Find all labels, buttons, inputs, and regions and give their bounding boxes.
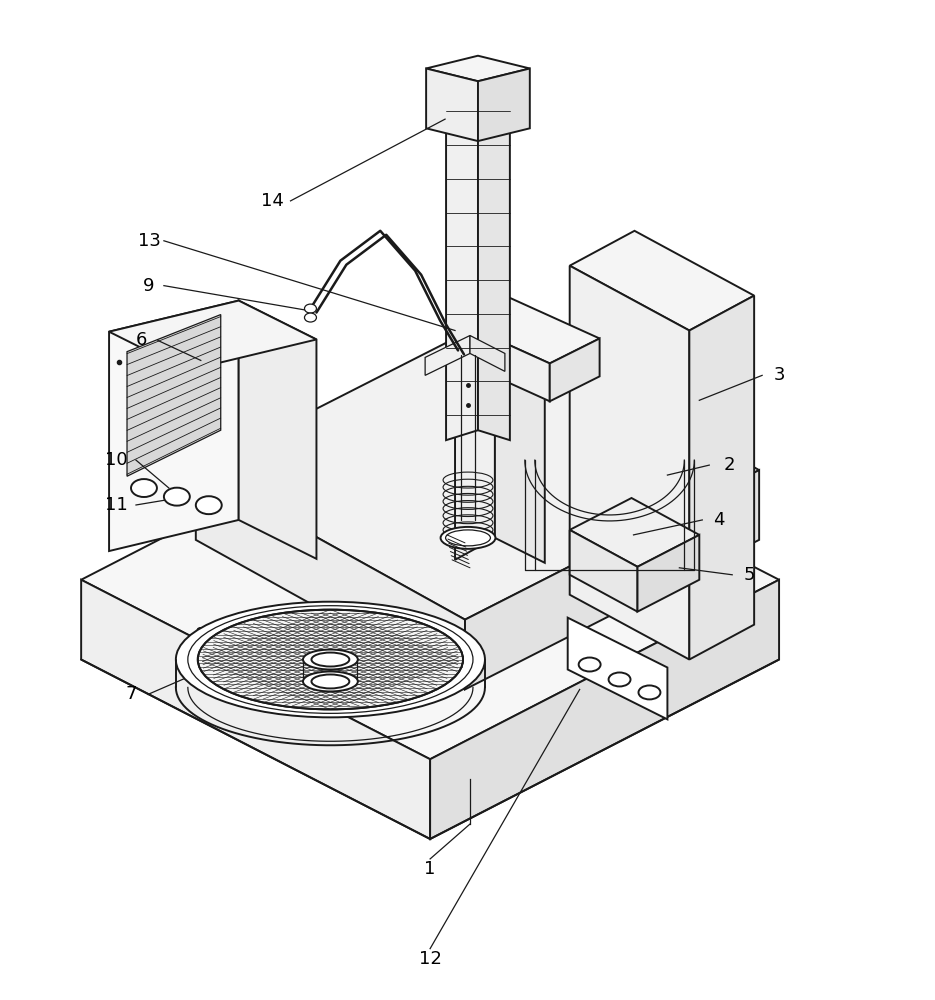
Text: 13: 13 — [137, 232, 161, 250]
Text: 7: 7 — [125, 685, 137, 703]
Ellipse shape — [311, 674, 350, 688]
Text: 5: 5 — [743, 566, 755, 584]
Polygon shape — [455, 296, 599, 363]
Polygon shape — [569, 498, 699, 567]
Polygon shape — [81, 580, 430, 839]
Text: 10: 10 — [105, 451, 127, 469]
Ellipse shape — [639, 685, 660, 699]
Text: 4: 4 — [713, 511, 725, 529]
Ellipse shape — [579, 658, 600, 671]
Text: 11: 11 — [105, 496, 127, 514]
Ellipse shape — [305, 304, 316, 313]
Text: 12: 12 — [419, 950, 441, 968]
Polygon shape — [238, 301, 316, 559]
Polygon shape — [638, 535, 699, 612]
Ellipse shape — [446, 530, 491, 546]
Polygon shape — [195, 321, 759, 620]
Text: 1: 1 — [424, 860, 436, 878]
Text: 6: 6 — [136, 331, 147, 349]
Polygon shape — [425, 335, 470, 375]
Polygon shape — [127, 315, 221, 476]
Polygon shape — [569, 266, 689, 660]
Ellipse shape — [609, 672, 630, 686]
Polygon shape — [426, 56, 530, 81]
Polygon shape — [109, 301, 316, 371]
Ellipse shape — [303, 650, 358, 669]
Ellipse shape — [188, 606, 473, 713]
Ellipse shape — [198, 610, 463, 709]
Ellipse shape — [164, 488, 190, 506]
Polygon shape — [195, 470, 465, 689]
Polygon shape — [478, 68, 530, 141]
Ellipse shape — [311, 653, 350, 667]
Ellipse shape — [195, 496, 222, 514]
Polygon shape — [430, 580, 779, 839]
Polygon shape — [689, 296, 755, 660]
Text: 14: 14 — [261, 192, 284, 210]
Polygon shape — [455, 321, 550, 401]
Polygon shape — [569, 530, 638, 612]
Polygon shape — [569, 231, 755, 331]
Ellipse shape — [176, 602, 485, 717]
Ellipse shape — [305, 313, 316, 322]
Ellipse shape — [303, 671, 358, 691]
Polygon shape — [478, 76, 510, 440]
Text: 3: 3 — [773, 366, 784, 384]
Polygon shape — [568, 618, 668, 719]
Polygon shape — [465, 470, 759, 689]
Text: 9: 9 — [143, 277, 154, 295]
Ellipse shape — [440, 527, 496, 549]
Polygon shape — [81, 400, 779, 759]
Polygon shape — [470, 335, 505, 371]
Text: 8: 8 — [195, 626, 207, 644]
Text: 2: 2 — [724, 456, 735, 474]
Ellipse shape — [131, 479, 157, 497]
Polygon shape — [109, 301, 238, 551]
Polygon shape — [550, 338, 599, 401]
Polygon shape — [455, 299, 495, 560]
Polygon shape — [446, 76, 478, 440]
Polygon shape — [426, 68, 478, 141]
Polygon shape — [495, 299, 545, 563]
Ellipse shape — [198, 610, 463, 709]
